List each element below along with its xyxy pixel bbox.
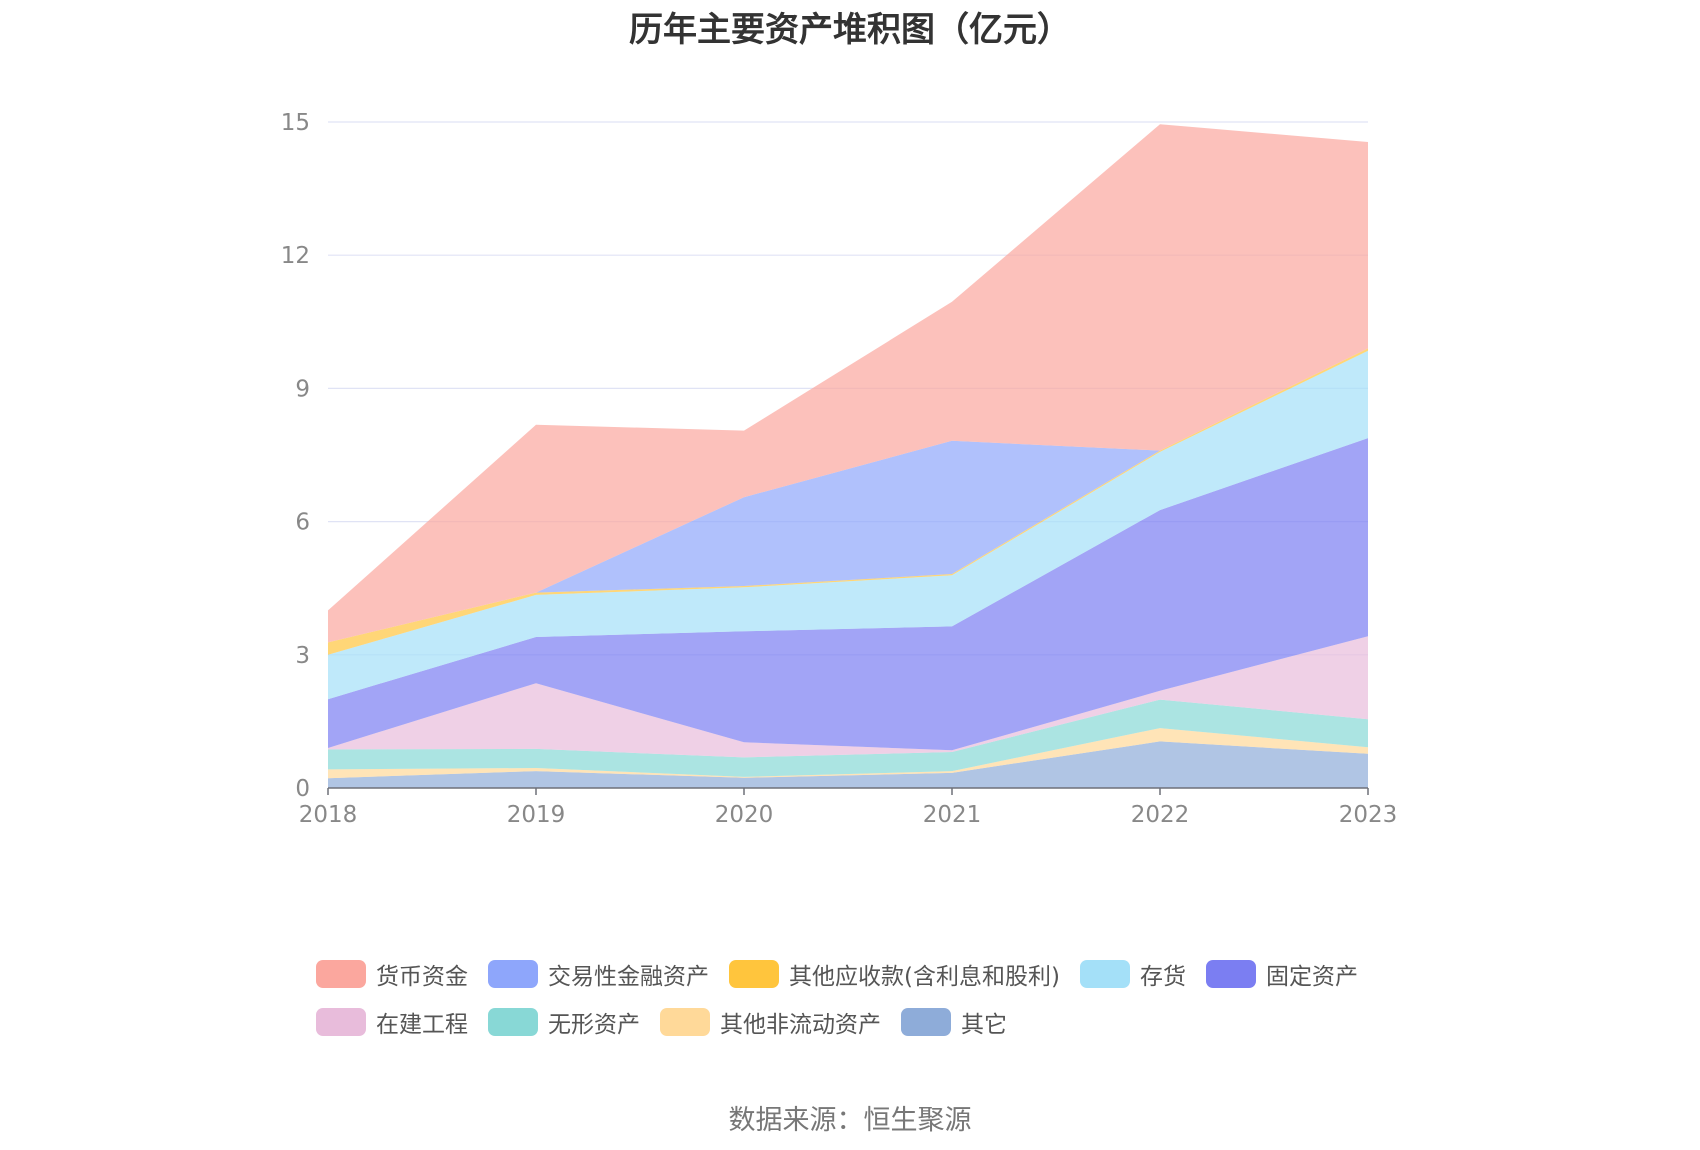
y-tick-label: 0 — [295, 776, 310, 802]
legend-label: 交易性金融资产 — [548, 964, 709, 990]
area-series-5 — [328, 350, 1368, 700]
area-series-2 — [328, 699, 1368, 777]
legend-row: 货币资金 交易性金融资产 其他应收款(含利息和股利) 存货 固定资产 — [316, 950, 1416, 998]
legend-swatch — [660, 1008, 710, 1036]
y-tick-label: 12 — [281, 243, 310, 269]
legend: 货币资金 交易性金融资产 其他应收款(含利息和股利) 存货 固定资产 在建工程 无形资产 其… — [316, 950, 1416, 1046]
legend-label: 无形资产 — [548, 1012, 640, 1038]
data-source: 数据来源：恒生聚源 — [728, 1105, 972, 1136]
x-tick-label: 2020 — [715, 802, 774, 828]
legend-swatch — [901, 1008, 951, 1036]
x-tick-label: 2018 — [299, 802, 358, 828]
x-tick-label: 2021 — [923, 802, 982, 828]
legend-item[interactable]: 存货 — [1079, 957, 1186, 991]
area-series-8 — [328, 124, 1368, 643]
legend-swatch — [729, 960, 779, 988]
legend-swatch — [488, 960, 538, 988]
y-tick-label: 9 — [295, 376, 310, 402]
area-series-6 — [328, 348, 1368, 655]
legend-item[interactable]: 其它 — [901, 1005, 1007, 1039]
legend-label: 存货 — [1139, 964, 1186, 990]
legend-swatch — [316, 960, 366, 988]
legend-item[interactable]: 交易性金融资产 — [488, 957, 709, 991]
legend-swatch — [1079, 960, 1130, 988]
legend-swatch — [488, 1008, 538, 1036]
legend-swatch — [1205, 960, 1256, 988]
legend-label: 在建工程 — [376, 1012, 468, 1038]
legend-label: 其他非流动资产 — [720, 1012, 881, 1038]
area-series-7 — [328, 348, 1368, 643]
axes: 0 3 6 9 12 15 2018 2019 2020 2021 2022 2023 — [281, 110, 1398, 828]
chart-title: 历年主要资产堆积图（亿元） — [629, 10, 1071, 50]
x-tick-label: 2023 — [1339, 802, 1398, 828]
legend-item[interactable]: 固定资产 — [1205, 957, 1358, 991]
x-tick-label: 2019 — [507, 802, 566, 828]
area-series-1 — [328, 728, 1368, 779]
area-series-3 — [328, 636, 1368, 758]
legend-label: 其他应收款(含利息和股利) — [789, 964, 1060, 990]
y-tick-label: 6 — [295, 510, 310, 536]
area-series-4 — [328, 438, 1368, 751]
area-series-0 — [328, 741, 1368, 788]
legend-label: 其它 — [961, 1012, 1007, 1038]
legend-item[interactable]: 其他非流动资产 — [660, 1005, 881, 1039]
stacked-area-chart: 0 3 6 9 12 15 2018 2019 2020 2021 2022 2023 — [281, 110, 1398, 828]
legend-label: 货币资金 — [376, 964, 468, 990]
legend-swatch — [316, 1008, 366, 1036]
x-tick-label: 2022 — [1131, 802, 1190, 828]
y-tick-label: 15 — [281, 110, 310, 136]
legend-item[interactable]: 货币资金 — [316, 957, 468, 991]
legend-item[interactable]: 无形资产 — [488, 1005, 640, 1039]
area-series — [328, 124, 1368, 788]
legend-item[interactable]: 其他应收款(含利息和股利) — [729, 957, 1060, 991]
legend-row: 在建工程 无形资产 其他非流动资产 其它 — [316, 998, 1416, 1046]
legend-item[interactable]: 在建工程 — [316, 1005, 468, 1039]
y-tick-label: 3 — [295, 643, 310, 669]
legend-label: 固定资产 — [1265, 964, 1358, 990]
